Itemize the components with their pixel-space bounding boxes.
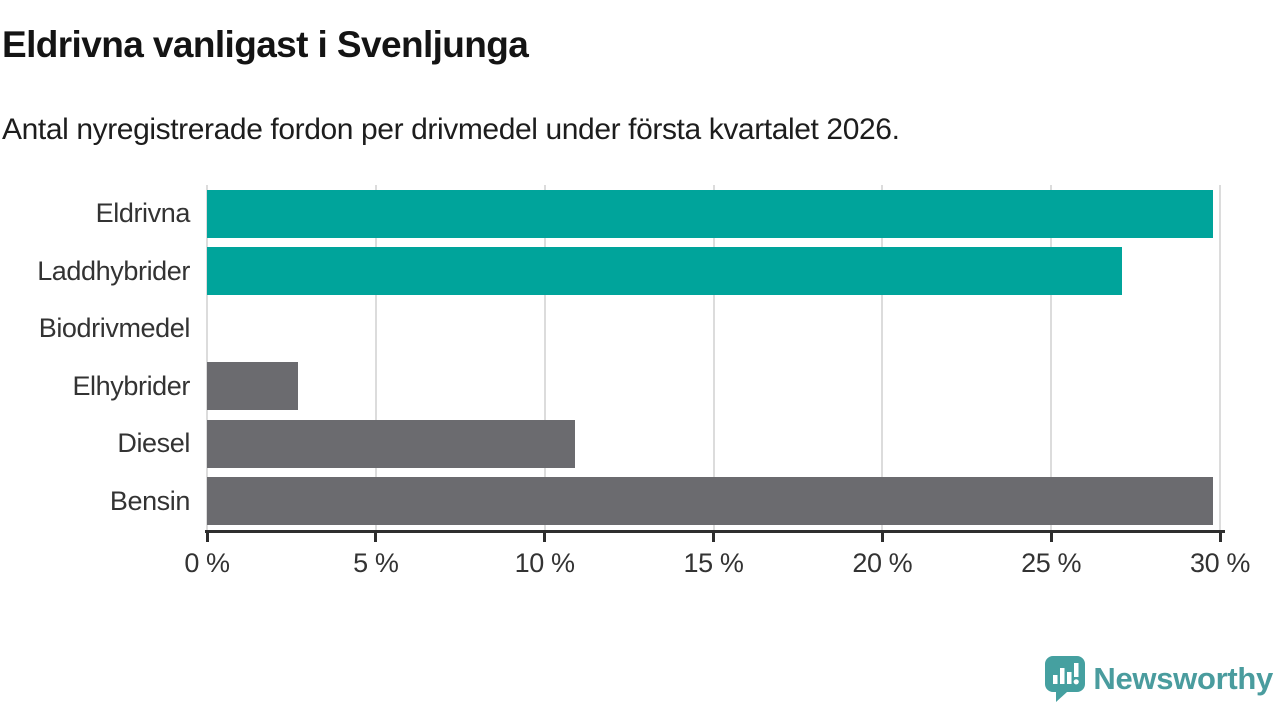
x-axis-line [205,530,1225,533]
x-axis-tick-label: 5 % [353,548,399,578]
gridline [1219,185,1221,530]
category-label: Eldrivna [95,198,191,229]
gridline [712,185,715,530]
chart-subtitle: Antal nyregistrerade fordon per drivmede… [2,113,900,146]
x-axis-tick-label: 25 % [1021,548,1082,578]
x-axis-tick [374,533,378,542]
x-axis-tick [543,533,547,542]
bar-rows [207,185,1220,530]
bar-diesel [207,419,576,468]
bar-row [207,415,1220,473]
y-axis-labels: Eldrivna Laddhybrider Biodrivmedel Elhybrid… [0,185,190,530]
x-axis-tick [712,533,715,542]
x-axis-tick [880,533,884,542]
category-label: Diesel [117,428,190,459]
category-label: Bensin [109,485,191,516]
bar-eldrivna [207,189,1214,238]
bar-elhybrider [207,362,299,410]
gridline [206,185,208,530]
category-label: Elhybrider [72,370,190,401]
plot-area [206,185,1221,530]
category-label: Laddhybrider [37,255,190,286]
x-axis-tick [205,533,209,542]
bar-row [207,358,1220,416]
bar-row [207,243,1220,301]
gridline [374,185,377,530]
x-axis-tick-label: 10 % [514,548,575,578]
bar-laddhybrider [207,247,1123,295]
newsworthy-logo: Newsworthy [1044,655,1273,703]
x-axis-tick-label: 0 % [184,548,230,578]
x-axis-tick [1218,533,1222,542]
x-axis: 0 % 5 % 10 % 15 % 20 % 25 % 30 % [184,530,1250,590]
x-axis-tick [1049,533,1053,542]
x-axis-tick-label: 20 % [852,548,913,578]
gridline [543,185,546,530]
chart-title: Eldrivna vanligast i Svenljunga [2,24,529,65]
gridline [881,185,884,530]
bar-bensin [207,477,1214,525]
category-label: Biodrivmedel [38,313,191,344]
gridline [1050,185,1053,530]
x-axis-tick-label: 15 % [683,548,744,578]
x-axis-tick-label: 30 % [1190,548,1250,578]
newsworthy-logo-icon [1045,656,1086,702]
newsworthy-logo-text: Newsworthy [1093,661,1273,696]
bar-row [207,185,1220,243]
bar-row [207,300,1220,358]
bar-row [207,473,1220,531]
